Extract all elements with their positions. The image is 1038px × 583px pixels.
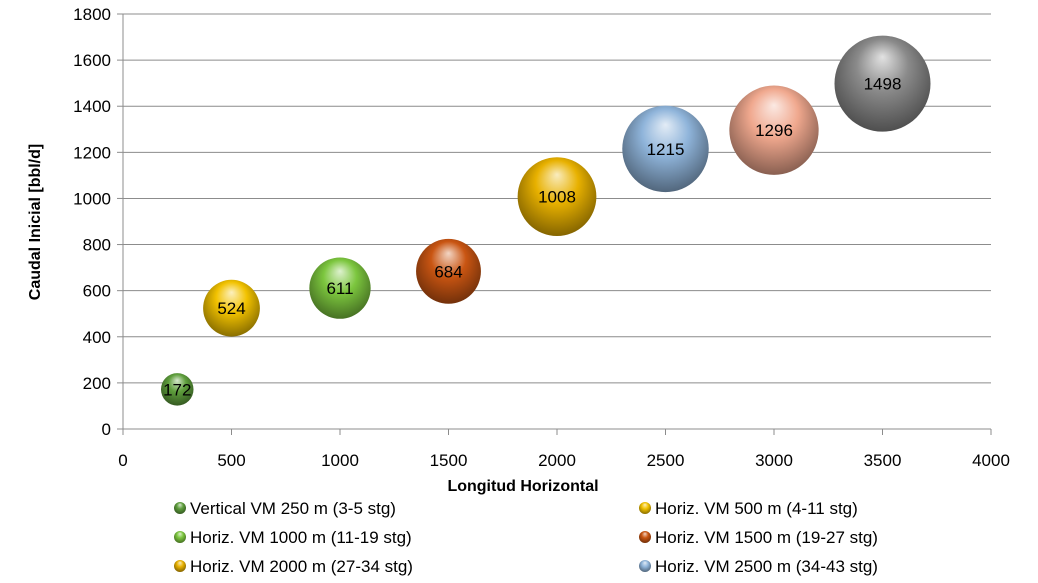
bubble-value-label: 1008 <box>538 188 576 207</box>
legend-label: Vertical VM 250 m (3-5 stg) <box>190 499 396 518</box>
bubble <box>834 35 931 132</box>
x-axis-title: Longitud Horizontal <box>447 478 598 495</box>
bubble <box>309 257 371 319</box>
bubble <box>729 85 819 175</box>
x-tick-label: 0 <box>118 451 127 470</box>
bubble <box>203 279 260 337</box>
legend-marker <box>174 560 186 572</box>
bubble-value-label: 524 <box>217 299 245 318</box>
legend-label: Horiz. VM 1000 m (11-19 stg) <box>190 528 412 547</box>
x-tick-label: 3500 <box>864 451 902 470</box>
bubble-value-label: 611 <box>326 279 353 298</box>
y-tick-label: 600 <box>83 282 111 301</box>
bubble <box>416 238 481 304</box>
y-tick-label: 800 <box>83 236 111 255</box>
legend-marker <box>639 502 651 514</box>
x-tick-label: 1000 <box>321 451 359 470</box>
legend-marker <box>174 531 186 543</box>
bubble-value-label: 172 <box>163 380 191 399</box>
y-tick-label: 1600 <box>73 51 111 70</box>
bubble-value-label: 1215 <box>647 140 685 159</box>
bubble-value-label: 1498 <box>864 75 902 94</box>
x-tick-label: 500 <box>217 451 245 470</box>
axes <box>117 13 992 435</box>
y-tick-label: 1400 <box>73 97 111 116</box>
bubble <box>622 105 709 193</box>
legend-label: Horiz. VM 2000 m (27-34 stg) <box>190 557 413 576</box>
y-axis-title: Caudal Inicial [bbl/d] <box>27 144 44 300</box>
legend-marker <box>174 502 186 514</box>
bubble <box>517 157 597 236</box>
y-tick-label: 1200 <box>73 143 111 162</box>
bubble <box>160 373 194 406</box>
y-tick-label: 0 <box>102 420 111 439</box>
legend-marker <box>639 531 651 543</box>
bubble-value-label: 1296 <box>755 121 793 140</box>
y-tick-labels: 0 200 400 600 800 1000 1200 1400 1600 1800 <box>73 5 111 439</box>
bubble-value-label: 684 <box>434 262 462 281</box>
x-tick-label: 3000 <box>755 451 793 470</box>
y-tick-label: 200 <box>83 374 111 393</box>
x-tick-labels: 0 500 1000 1500 2000 2500 3000 3500 4000 <box>118 451 1010 470</box>
x-tick-label: 4000 <box>972 451 1010 470</box>
legend-label: Horiz. VM 2500 m (34-43 stg) <box>655 557 878 576</box>
y-tick-label: 400 <box>83 328 111 347</box>
x-tick-label: 2500 <box>647 451 685 470</box>
x-tick-label: 1500 <box>430 451 468 470</box>
x-tick-label: 2000 <box>538 451 576 470</box>
y-tick-label: 1000 <box>73 189 111 208</box>
y-tick-label: 1800 <box>73 5 111 24</box>
legend-label: Horiz. VM 1500 m (19-27 stg) <box>655 528 878 547</box>
bubbles: 172 524 611 684 1008 1215 1296 1498 <box>160 35 931 406</box>
legend-label: Horiz. VM 500 m (4-11 stg) <box>655 499 858 518</box>
legend: Vertical VM 250 m (3-5 stg) Horiz. VM 500… <box>174 499 878 576</box>
legend-marker <box>639 560 651 572</box>
